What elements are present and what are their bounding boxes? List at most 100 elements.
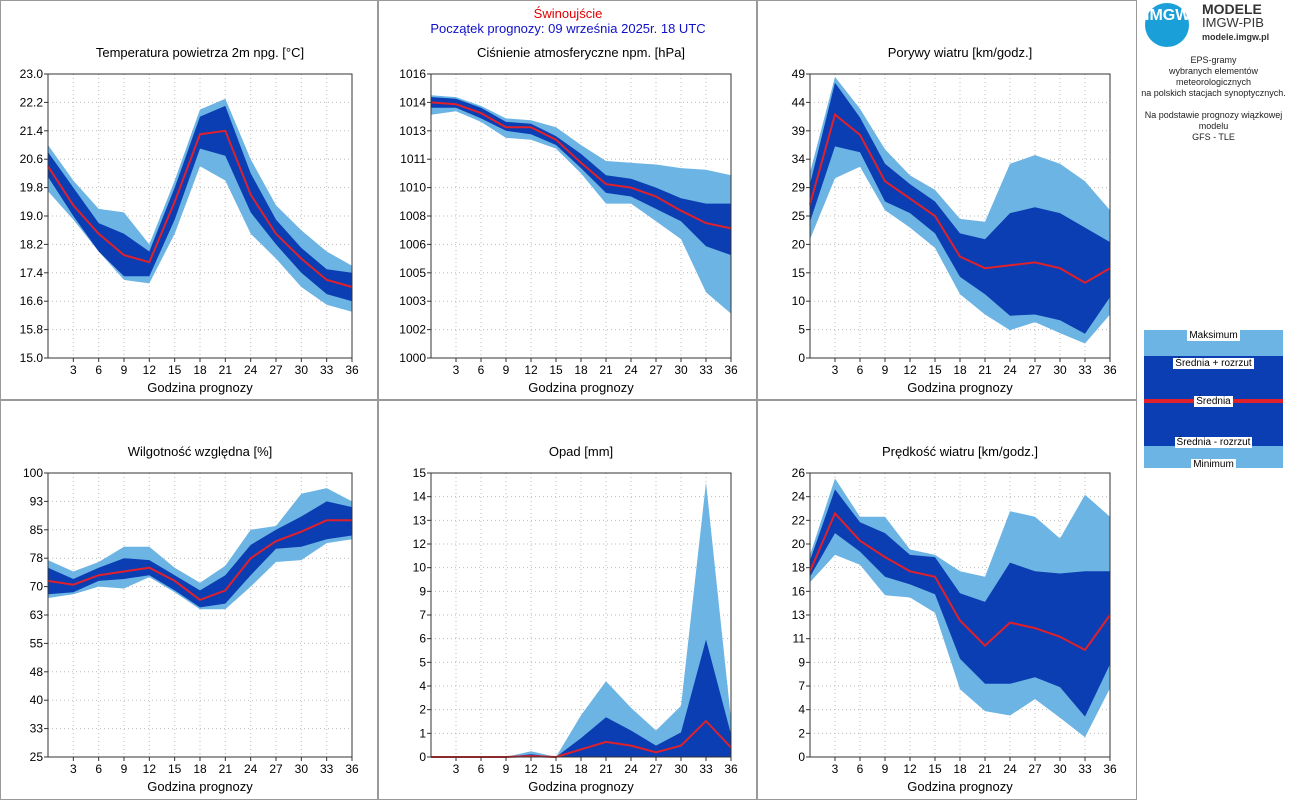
legend-label-lower: Średnia - rozrzut (1174, 437, 1253, 448)
x-tick-label: 6 (478, 363, 485, 377)
y-tick-label: 1000 (399, 351, 426, 365)
x-tick-label: 27 (269, 762, 283, 776)
x-tick-label: 33 (320, 363, 334, 377)
y-tick-label: 6 (419, 632, 426, 646)
x-tick-label: 24 (244, 762, 258, 776)
y-tick-label: 39 (792, 124, 806, 138)
x-tick-label: 6 (95, 762, 102, 776)
x-tick-label: 3 (832, 363, 839, 377)
x-tick-label: 12 (524, 762, 538, 776)
y-tick-label: 1010 (399, 181, 426, 195)
x-tick-label: 6 (857, 363, 864, 377)
x-tick-label: 21 (978, 363, 992, 377)
imgw-logo[interactable]: IMGW MODELE IMGW-PIB modele.imgw.pl (1140, 0, 1291, 50)
y-tick-label: 78 (30, 551, 44, 565)
x-tick-label: 24 (624, 363, 638, 377)
y-tick-label: 13 (413, 513, 427, 527)
x-axis-label: Godzina prognozy (907, 779, 1013, 794)
y-tick-label: 14 (413, 490, 427, 504)
x-tick-label: 30 (1053, 762, 1067, 776)
logo-url[interactable]: modele.imgw.pl (1202, 32, 1270, 42)
x-tick-label: 24 (1003, 762, 1017, 776)
y-tick-label: 40 (30, 693, 44, 707)
y-tick-label: 15 (413, 466, 427, 480)
y-tick-label: 1014 (399, 95, 426, 109)
x-tick-label: 12 (524, 363, 538, 377)
x-tick-label: 33 (1078, 762, 1092, 776)
y-tick-label: 1 (419, 726, 426, 740)
spread-band (431, 639, 731, 757)
x-tick-label: 21 (219, 762, 233, 776)
legend-label-mean: Średnia (1194, 396, 1233, 407)
y-tick-label: 15.8 (20, 323, 44, 337)
info-line: wybranych elementów meteorologicznych (1168, 66, 1259, 87)
y-tick-label: 9 (419, 584, 426, 598)
y-tick-label: 10 (792, 294, 806, 308)
x-tick-label: 15 (168, 363, 182, 377)
x-tick-label: 15 (549, 762, 563, 776)
x-tick-label: 15 (928, 363, 942, 377)
logo-text: MODELE IMGW-PIB modele.imgw.pl (1202, 2, 1269, 44)
logo-subtitle: IMGW-PIB (1202, 15, 1264, 30)
info-text: EPS-gramy wybranych elementów meteorolog… (1136, 55, 1291, 143)
x-tick-label: 6 (95, 363, 102, 377)
y-tick-label: 1005 (399, 266, 426, 280)
y-tick-label: 15.0 (20, 351, 44, 365)
x-tick-label: 24 (244, 363, 258, 377)
x-tick-label: 30 (1053, 363, 1067, 377)
y-tick-label: 26 (792, 466, 806, 480)
x-tick-label: 15 (928, 762, 942, 776)
y-tick-label: 15 (792, 266, 806, 280)
y-tick-label: 10 (413, 561, 427, 575)
y-tick-label: 44 (792, 95, 806, 109)
x-tick-label: 15 (168, 762, 182, 776)
mean-line (47, 519, 352, 602)
y-tick-label: 1006 (399, 237, 426, 251)
x-tick-label: 9 (882, 363, 889, 377)
y-tick-label: 7 (419, 608, 426, 622)
x-tick-label: 30 (674, 762, 688, 776)
y-tick-label: 100 (23, 466, 43, 480)
y-tick-label: 19.8 (20, 181, 44, 195)
y-tick-label: 2 (798, 726, 805, 740)
x-axis-label: Godzina prognozy (528, 380, 634, 395)
y-tick-label: 20 (792, 537, 806, 551)
x-tick-label: 27 (269, 363, 283, 377)
x-tick-label: 36 (724, 762, 738, 776)
x-tick-label: 9 (503, 363, 510, 377)
spread-band (48, 105, 352, 302)
info-line: EPS-gramy (1190, 55, 1237, 65)
y-tick-label: 1013 (399, 124, 426, 138)
x-tick-label: 3 (70, 762, 77, 776)
y-tick-label: 23.0 (20, 67, 44, 81)
x-tick-label: 3 (453, 762, 460, 776)
x-tick-label: 21 (978, 762, 992, 776)
x-tick-label: 21 (219, 363, 233, 377)
x-tick-label: 33 (699, 762, 713, 776)
y-tick-label: 63 (30, 608, 44, 622)
legend-label-min: Minimum (1191, 459, 1236, 470)
x-tick-label: 30 (295, 363, 309, 377)
y-tick-label: 18 (792, 561, 806, 575)
y-tick-label: 5 (798, 323, 805, 337)
x-tick-label: 36 (345, 363, 359, 377)
y-tick-label: 49 (792, 67, 806, 81)
y-tick-label: 4 (419, 679, 426, 693)
x-tick-label: 18 (193, 762, 207, 776)
x-tick-label: 15 (549, 363, 563, 377)
spread-band (431, 97, 731, 256)
x-tick-label: 18 (574, 363, 588, 377)
x-axis-label: Godzina prognozy (147, 380, 253, 395)
y-tick-label: 0 (798, 351, 805, 365)
y-tick-label: 33 (30, 722, 44, 736)
x-tick-label: 24 (624, 762, 638, 776)
logo-title: MODELE (1202, 1, 1262, 17)
x-tick-label: 27 (1028, 363, 1042, 377)
y-tick-label: 13 (792, 608, 806, 622)
y-tick-label: 48 (30, 665, 44, 679)
chart-title: Opad [mm] (549, 444, 613, 459)
x-tick-label: 30 (295, 762, 309, 776)
x-axis-label: Godzina prognozy (147, 779, 253, 794)
x-tick-label: 9 (121, 762, 128, 776)
y-tick-label: 1011 (400, 152, 426, 166)
